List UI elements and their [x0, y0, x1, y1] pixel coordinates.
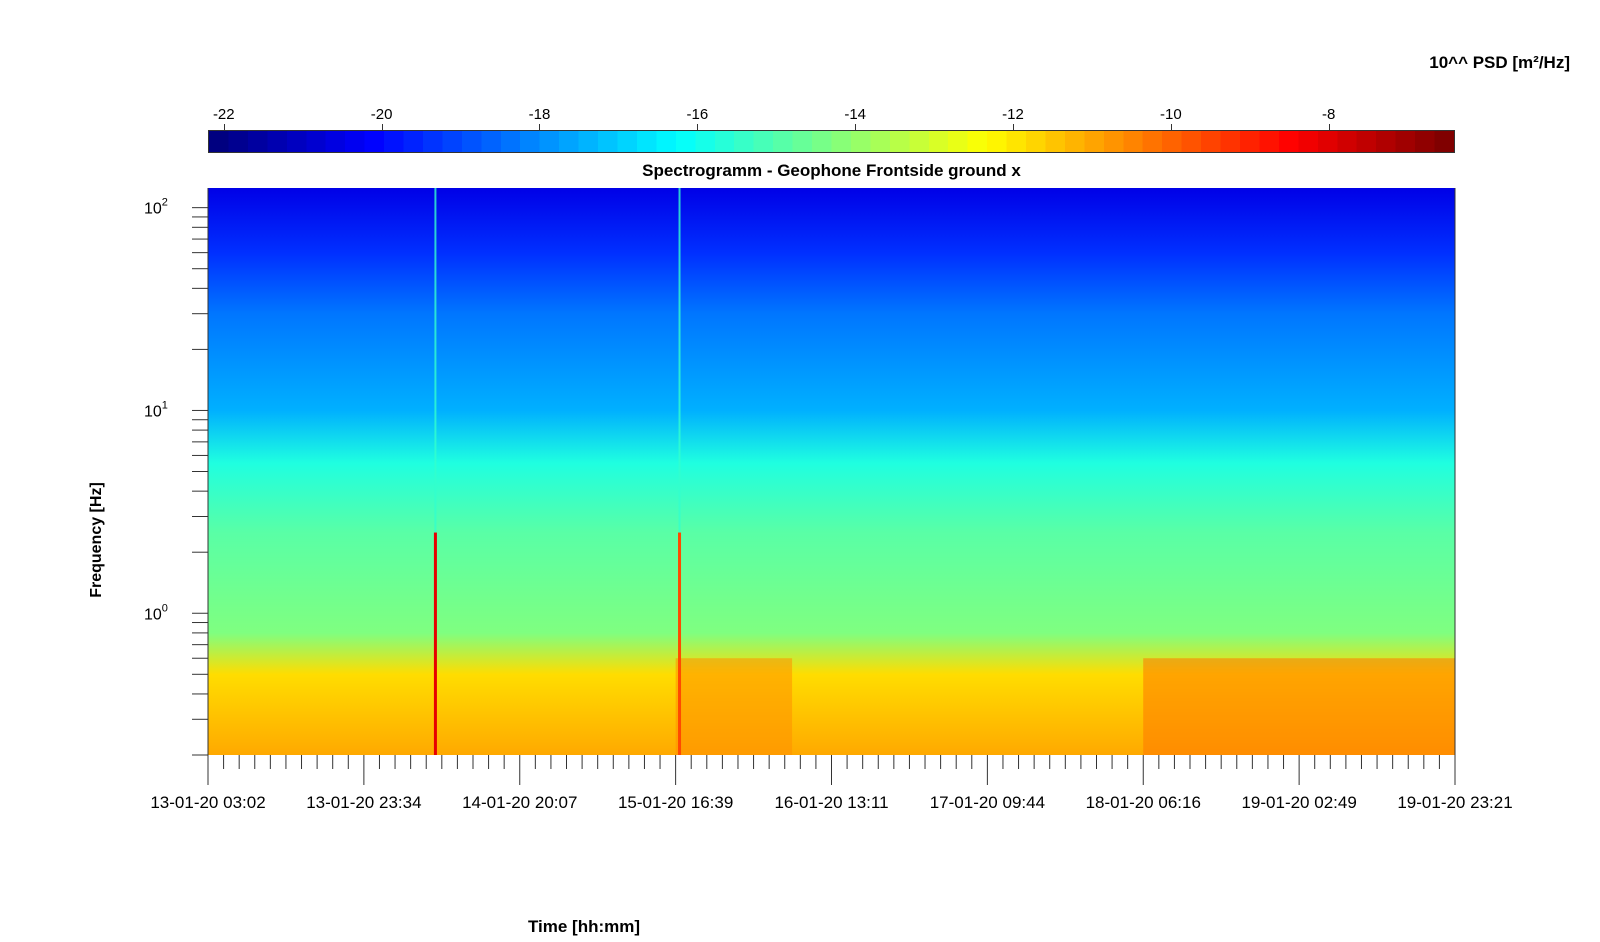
colorbar-label: 10^^ PSD [m²/Hz] [1429, 53, 1570, 72]
x-tick-label: 16-01-20 13:11 [774, 793, 889, 812]
colorbar-tick-mark [855, 124, 857, 130]
x-tick-label: 19-01-20 23:21 [1397, 793, 1513, 812]
colorbar-tick-label: -22 [212, 106, 235, 123]
colorbar-tick-label: -12 [1002, 106, 1024, 123]
colorbar-tick-label: -10 [1160, 106, 1182, 123]
y-tick-label: 101 [144, 399, 168, 420]
axes: 100 101 102 [144, 188, 1456, 785]
y-tick-label: 102 [144, 197, 168, 218]
x-tick-label: 17-01-20 09:44 [929, 793, 1046, 812]
colorbar-tick-mark [539, 124, 541, 130]
x-tick-label: 18-01-20 06:16 [1085, 793, 1201, 812]
x-tick-label: 13-01-20 23:34 [306, 793, 422, 812]
heatmap-area [208, 188, 1455, 755]
chart-title: Spectrogramm - Geophone Frontside ground… [642, 161, 1021, 180]
low-frequency-period [1143, 658, 1455, 755]
colorbar-tick-label: -20 [370, 106, 393, 123]
colorbar-tick-mark [1328, 124, 1330, 130]
y-axis-label: Frequency [Hz] [88, 482, 105, 598]
colorbar-tick-label: -14 [844, 106, 867, 123]
colorbar-ticks: -22 -20 -18 -16 -14 -12 -10 -8 [208, 104, 1455, 130]
event-line-high [678, 188, 681, 533]
event-line [678, 532, 682, 755]
x-tick-label: 15-01-20 16:39 [617, 793, 734, 812]
colorbar-tick-mark [223, 124, 225, 130]
x-axis-label: Time [hh:mm] [527, 917, 641, 936]
event-line [433, 532, 437, 755]
colorbar [208, 130, 1455, 153]
event-line-high [434, 188, 437, 533]
low-frequency-period [675, 658, 793, 755]
y-tick-label: 100 [144, 602, 168, 623]
colorbar-tick-mark [697, 124, 699, 130]
colorbar-tick-label: -16 [686, 106, 709, 123]
colorbar-tick-mark [1013, 124, 1015, 130]
colorbar-tick-mark [381, 124, 383, 130]
x-tick-label: 14-01-20 20:07 [462, 793, 578, 812]
colorbar-tick-mark [1170, 124, 1172, 130]
x-tick-label: 19-01-20 02:49 [1241, 793, 1357, 812]
x-tick-label: 13-01-20 03:02 [150, 793, 266, 812]
colorbar-tick-label: -8 [1322, 106, 1336, 123]
colorbar-tick-label: -18 [528, 106, 551, 123]
